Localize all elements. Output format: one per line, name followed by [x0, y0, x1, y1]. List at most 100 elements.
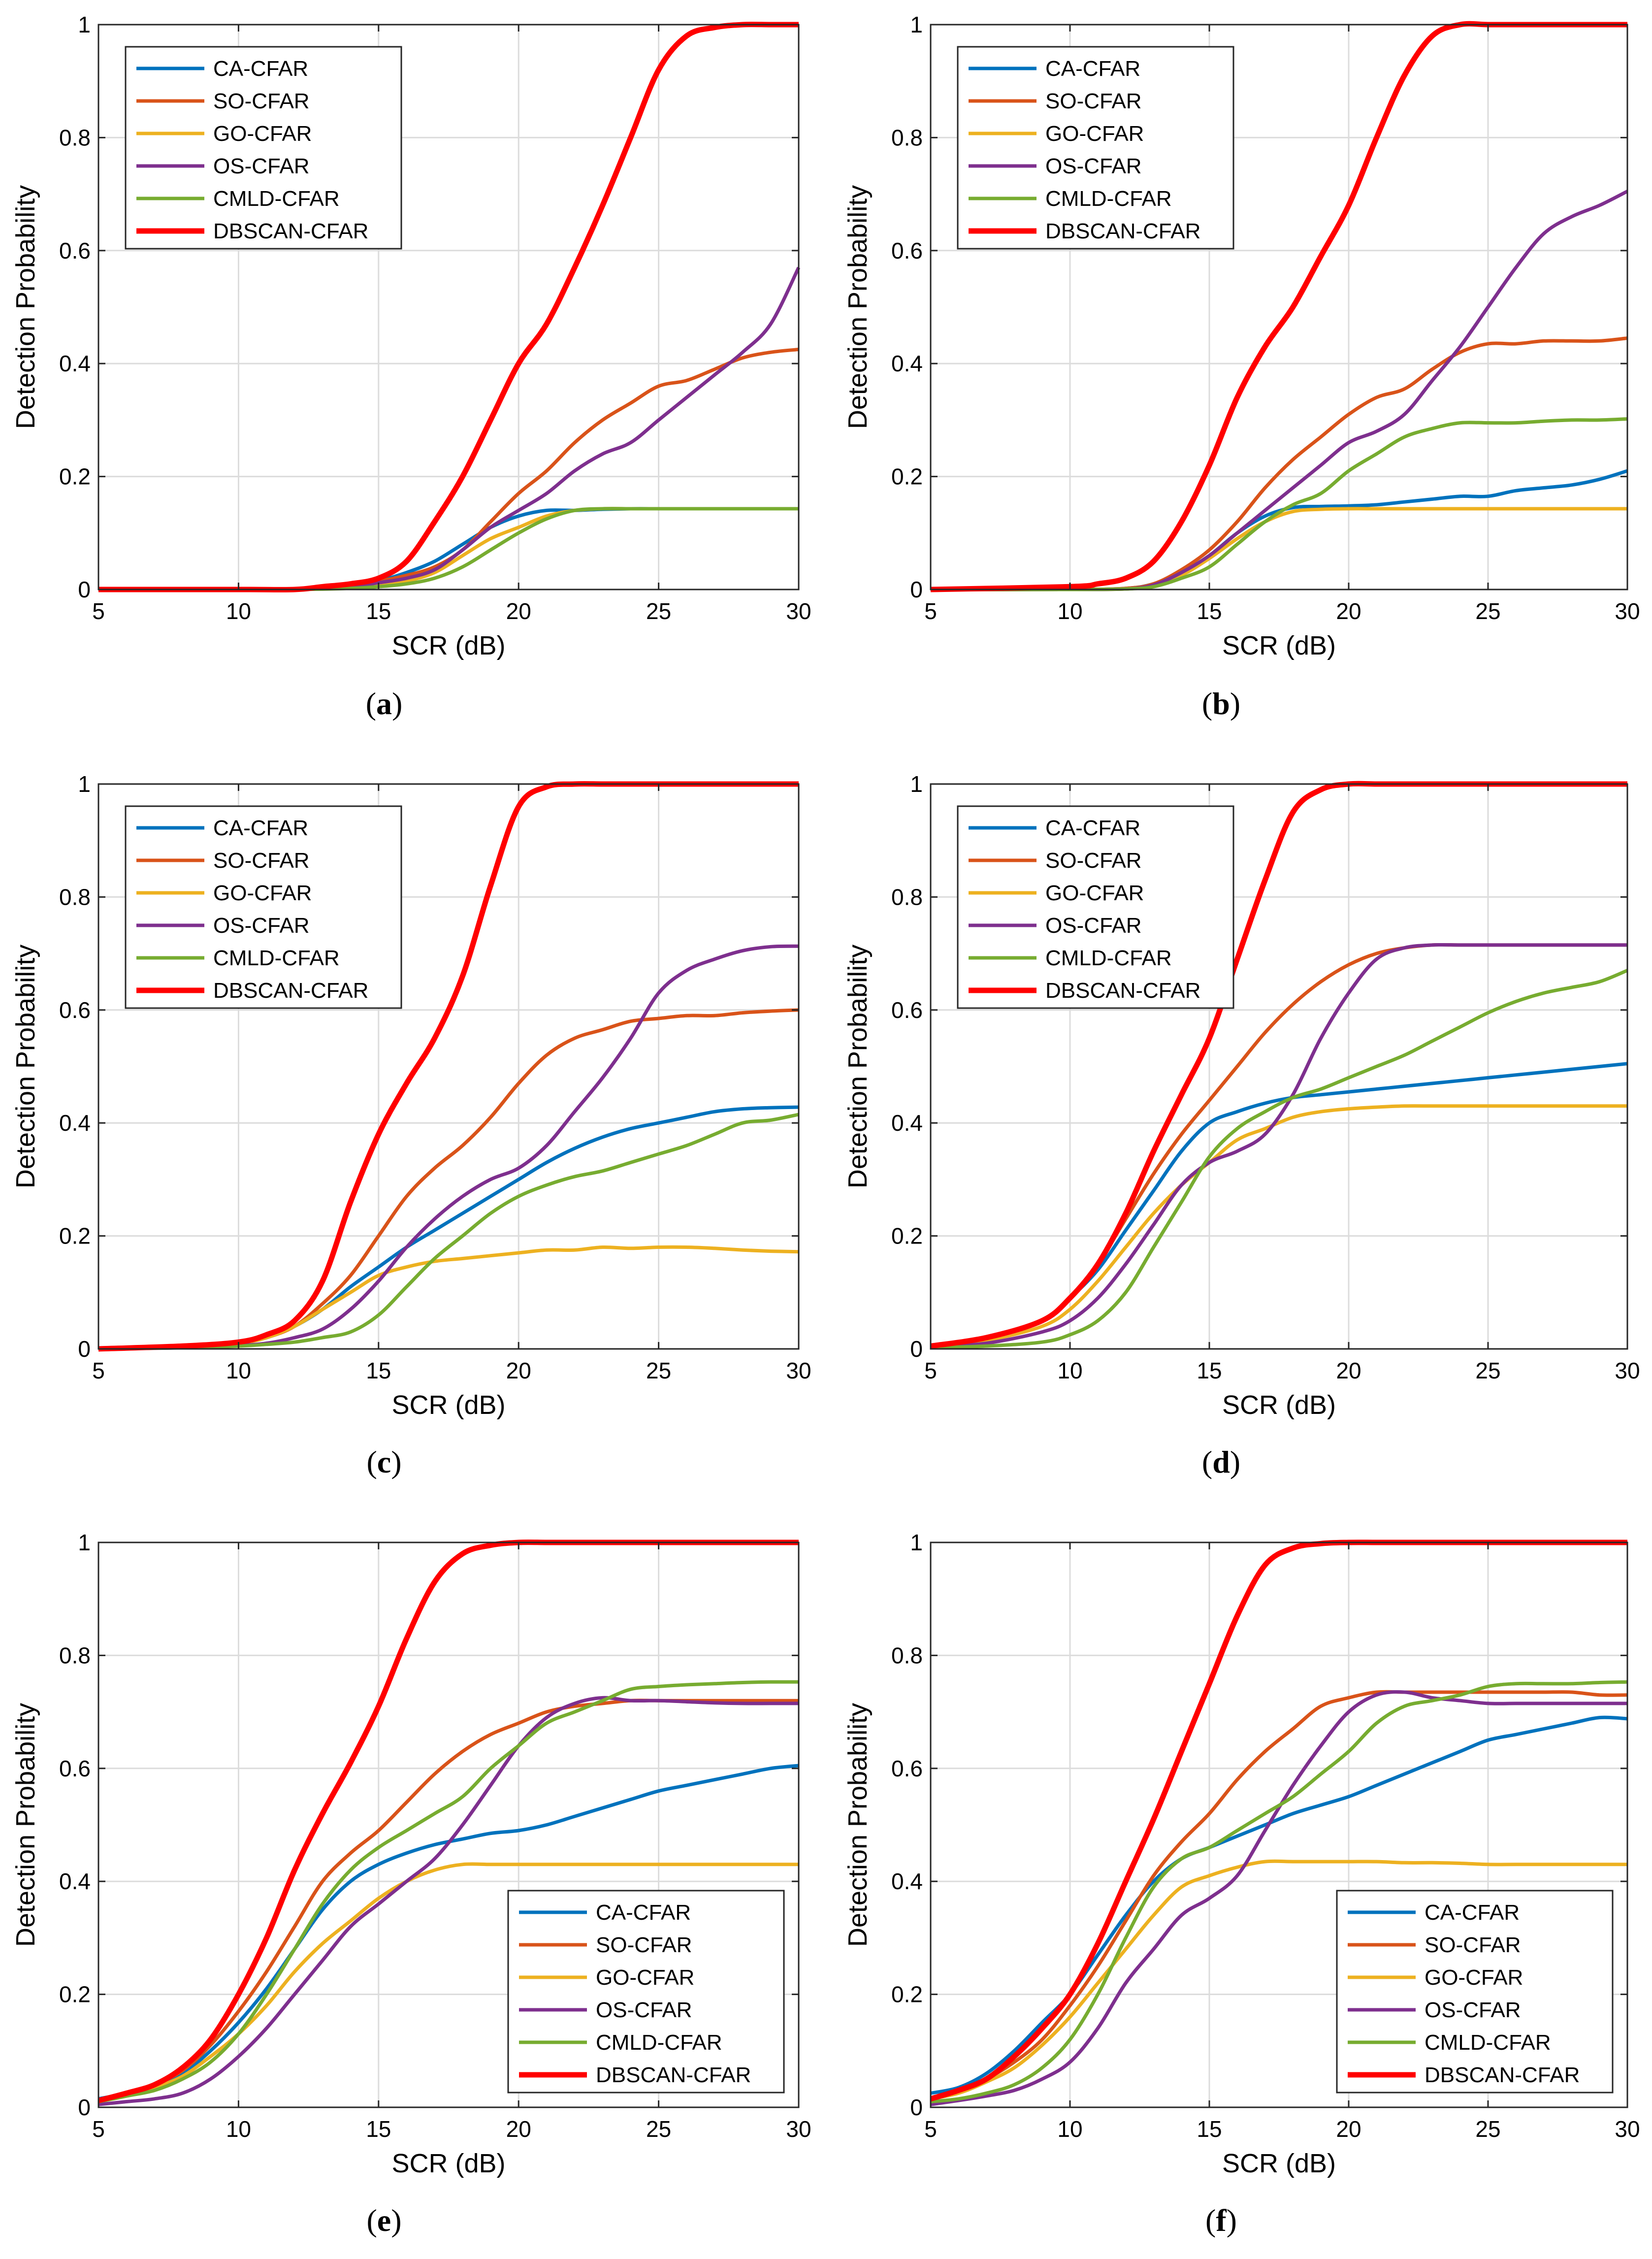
y-tick-label: 1: [78, 1530, 91, 1555]
y-tick-label: 0.4: [59, 1110, 91, 1136]
axes-box: [930, 783, 1628, 1350]
legend-label-so: SO-CFAR: [213, 89, 310, 113]
y-tick-label: 0.2: [891, 1982, 923, 2007]
series-group: [97, 1539, 799, 2106]
legend-label-dbscan: DBSCAN-CFAR: [596, 2063, 751, 2087]
x-tick-label: 10: [1057, 598, 1082, 624]
y-axis-label: Detection Probability: [11, 945, 40, 1188]
legend-box: [125, 805, 402, 1009]
y-tick-label: 0.8: [59, 884, 91, 910]
chart-panel-f: 5 10 15 20 25 30 0 0.2 0.4 0.6 0.8 1 SCR (dB) Detecti…: [843, 1530, 1640, 2238]
legend-label-so: SO-CFAR: [1045, 849, 1142, 873]
x-tick-label: 15: [366, 2116, 391, 2142]
x-tick-label: 5: [924, 598, 937, 624]
legend-label-os: OS-CFAR: [1045, 914, 1142, 938]
x-tick-label: 25: [646, 2116, 671, 2142]
x-tick-label: 10: [226, 2116, 251, 2142]
legend-label-dbscan: DBSCAN-CFAR: [213, 219, 368, 243]
y-tick-label: 0.4: [891, 1868, 923, 1894]
y-tick-label: 0: [910, 577, 923, 602]
axes-box: [97, 1541, 800, 2108]
y-axis-label: Detection Probability: [11, 1703, 40, 1947]
y-tick-label: 0.6: [891, 997, 923, 1023]
legend-box: [957, 805, 1234, 1009]
y-tick-label: 0.6: [59, 1756, 91, 1781]
legend-label-go: GO-CFAR: [1425, 1965, 1523, 1990]
legend-label-so: SO-CFAR: [596, 1933, 692, 1957]
legend-box: [507, 1890, 785, 2094]
legend-label-go: GO-CFAR: [213, 881, 312, 905]
x-tick-label: 25: [1475, 2116, 1500, 2142]
y-tick-label: 0.6: [891, 1756, 923, 1781]
x-tick-label: 20: [1336, 2116, 1361, 2142]
x-axis-label: SCR (dB): [1222, 1390, 1336, 1420]
axes-box: [930, 24, 1628, 590]
x-tick-label: 20: [506, 1358, 531, 1383]
panel-caption: (e): [366, 2203, 401, 2238]
x-tick-label: 5: [92, 1358, 105, 1383]
legend-label-go: GO-CFAR: [1045, 881, 1144, 905]
legend-label-ca: CA-CFAR: [213, 816, 308, 840]
x-tick-label: 30: [786, 1358, 811, 1383]
x-tick-label: 10: [1057, 1358, 1082, 1383]
series-line-os: [930, 1690, 1627, 2106]
y-tick-label: 1: [910, 771, 923, 797]
y-tick-label: 0.6: [59, 997, 91, 1023]
y-axis-label: Detection Probability: [843, 185, 873, 429]
legend-label-go: GO-CFAR: [596, 1965, 694, 1990]
y-axis-label: Detection Probability: [843, 1703, 873, 1947]
series-line-go: [930, 1859, 1627, 2101]
y-tick-label: 0.8: [59, 1642, 91, 1668]
x-tick-label: 15: [366, 598, 391, 624]
legend-label-os: OS-CFAR: [596, 1998, 692, 2022]
series-line-os: [98, 1696, 799, 2106]
legend-label-ca: CA-CFAR: [1045, 816, 1140, 840]
series-line-go: [98, 1862, 799, 2103]
axes-box: [930, 1541, 1628, 2108]
x-tick-label: 25: [1475, 1358, 1500, 1383]
chart-panel-a: 5 10 15 20 25 30 0 0.2 0.4 0.6 0.8 1 SCR (dB) Detecti…: [11, 12, 811, 721]
legend-label-go: GO-CFAR: [213, 122, 312, 146]
x-tick-label: 10: [1057, 2116, 1082, 2142]
y-tick-label: 0.8: [891, 1642, 923, 1668]
chart-panel-c: 5 10 15 20 25 30 0 0.2 0.4 0.6 0.8 1 SCR (dB) Detecti…: [11, 771, 811, 1479]
axes-box: [97, 783, 800, 1350]
y-tick-label: 0.8: [891, 884, 923, 910]
series-line-cmld: [930, 417, 1628, 591]
y-axis-label: Detection Probability: [843, 945, 873, 1188]
x-tick-label: 5: [92, 598, 105, 624]
chart-panel-e: 5 10 15 20 25 30 0 0.2 0.4 0.6 0.8 1 SCR (dB) Detecti…: [11, 1530, 811, 2238]
x-tick-label: 20: [506, 598, 531, 624]
y-tick-label: 1: [910, 1530, 923, 1555]
y-axis-label: Detection Probability: [11, 185, 40, 429]
y-tick-label: 1: [910, 12, 923, 37]
legend-label-os: OS-CFAR: [213, 914, 310, 938]
y-tick-label: 0.4: [891, 1110, 923, 1136]
legend-box: [957, 46, 1234, 250]
chart-panel-d: 5 10 15 20 25 30 0 0.2 0.4 0.6 0.8 1 SCR (dB) Detecti…: [843, 771, 1640, 1479]
legend-label-os: OS-CFAR: [1045, 154, 1142, 178]
chart-panel-b: 5 10 15 20 25 30 0 0.2 0.4 0.6 0.8 1 SCR (dB) Detecti…: [843, 12, 1640, 721]
x-tick-label: 25: [646, 1358, 671, 1383]
x-axis-label: SCR (dB): [1222, 631, 1336, 660]
series-line-cmld: [98, 1680, 799, 2103]
x-tick-label: 15: [1197, 598, 1222, 624]
series-line-so: [930, 1690, 1628, 2101]
legend-label-dbscan: DBSCAN-CFAR: [213, 979, 368, 1003]
legend-box: [1336, 1890, 1614, 2094]
legend-label-ca: CA-CFAR: [1425, 1900, 1520, 1925]
series-line-os: [930, 943, 1627, 1349]
x-tick-label: 20: [1336, 598, 1361, 624]
x-tick-label: 15: [1197, 2116, 1222, 2142]
x-tick-label: 30: [786, 2116, 811, 2142]
x-tick-label: 10: [226, 598, 251, 624]
y-tick-label: 0.8: [59, 125, 91, 150]
series-line-go: [930, 1104, 1627, 1348]
panel-caption: (c): [366, 1444, 401, 1479]
panel-caption: (a): [366, 686, 403, 721]
y-tick-label: 0.4: [59, 351, 91, 376]
legend: CA-CFAR SO-CFAR GO-CFAR OS-CFAR CMLD-CFAR DBS…: [957, 46, 1234, 250]
x-axis-label: SCR (dB): [391, 631, 505, 660]
legend-label-os: OS-CFAR: [1425, 1998, 1521, 2022]
